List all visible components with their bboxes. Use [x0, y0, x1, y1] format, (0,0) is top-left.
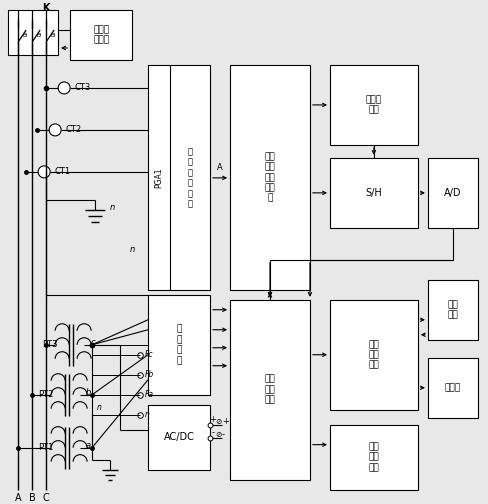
Bar [428, 158, 478, 228]
Text: CT3: CT3 [74, 84, 90, 92]
Text: a: a [23, 32, 27, 38]
Text: n: n [110, 203, 115, 212]
Text: -: - [222, 430, 225, 439]
Bar [70, 10, 132, 60]
Text: 功率
脉冲
输出: 功率 脉冲 输出 [368, 442, 379, 472]
Text: CT1: CT1 [54, 167, 70, 176]
Text: 继电器: 继电器 [445, 383, 461, 392]
Bar [230, 65, 310, 290]
Text: -: - [211, 428, 215, 437]
Circle shape [58, 82, 70, 94]
Bar [148, 295, 210, 395]
Text: 信
号
调
理
电
路: 信 号 调 理 电 路 [187, 147, 193, 208]
Text: ⊘: ⊘ [215, 417, 221, 426]
Text: c: c [90, 338, 95, 347]
Text: 电动操
作机构: 电动操 作机构 [93, 25, 109, 45]
Bar [8, 10, 58, 55]
Text: 费控
微处
理器: 费控 微处 理器 [368, 340, 379, 369]
Text: Fb: Fb [145, 370, 154, 379]
Text: 自适
应带
通滤
波器
组: 自适 应带 通滤 波器 组 [264, 152, 275, 203]
Bar [148, 405, 210, 470]
Text: PT1: PT1 [38, 443, 53, 452]
Text: B: B [29, 492, 36, 502]
Text: PGA1: PGA1 [155, 168, 163, 188]
Text: A: A [15, 492, 21, 502]
Text: S/H: S/H [366, 188, 382, 198]
Text: 锁相环
电路: 锁相环 电路 [366, 95, 382, 114]
Text: a: a [37, 32, 41, 38]
Text: +: + [222, 417, 229, 426]
Text: PT3: PT3 [41, 340, 57, 349]
Text: A/D: A/D [444, 188, 462, 198]
Bar [330, 300, 418, 410]
Text: 计费
微处
理器: 计费 微处 理器 [264, 375, 275, 405]
Text: 通信
电路: 通信 电路 [447, 300, 458, 320]
Text: K: K [42, 3, 50, 13]
Text: CT2: CT2 [65, 125, 81, 135]
Circle shape [49, 124, 61, 136]
Text: b: b [86, 388, 91, 397]
Text: 分
压
网
络: 分 压 网 络 [176, 325, 182, 365]
Text: AC/DC: AC/DC [163, 432, 195, 442]
Bar [330, 425, 418, 489]
Bar [148, 65, 210, 290]
Text: +: + [209, 415, 217, 424]
Text: ⊘: ⊘ [215, 430, 221, 439]
Bar [330, 158, 418, 228]
Text: n: n [97, 403, 102, 412]
Text: n: n [130, 245, 135, 255]
Text: a: a [51, 32, 56, 38]
Text: n: n [145, 410, 150, 419]
Text: a: a [86, 441, 91, 450]
Text: PT2: PT2 [38, 390, 53, 399]
Bar [428, 280, 478, 340]
Bar [428, 358, 478, 418]
Bar [330, 65, 418, 145]
Bar [230, 300, 310, 480]
Text: Fa: Fa [145, 390, 154, 399]
Text: A: A [217, 163, 223, 172]
Circle shape [38, 166, 50, 178]
Text: Fc: Fc [145, 350, 154, 359]
Text: C: C [43, 492, 49, 502]
